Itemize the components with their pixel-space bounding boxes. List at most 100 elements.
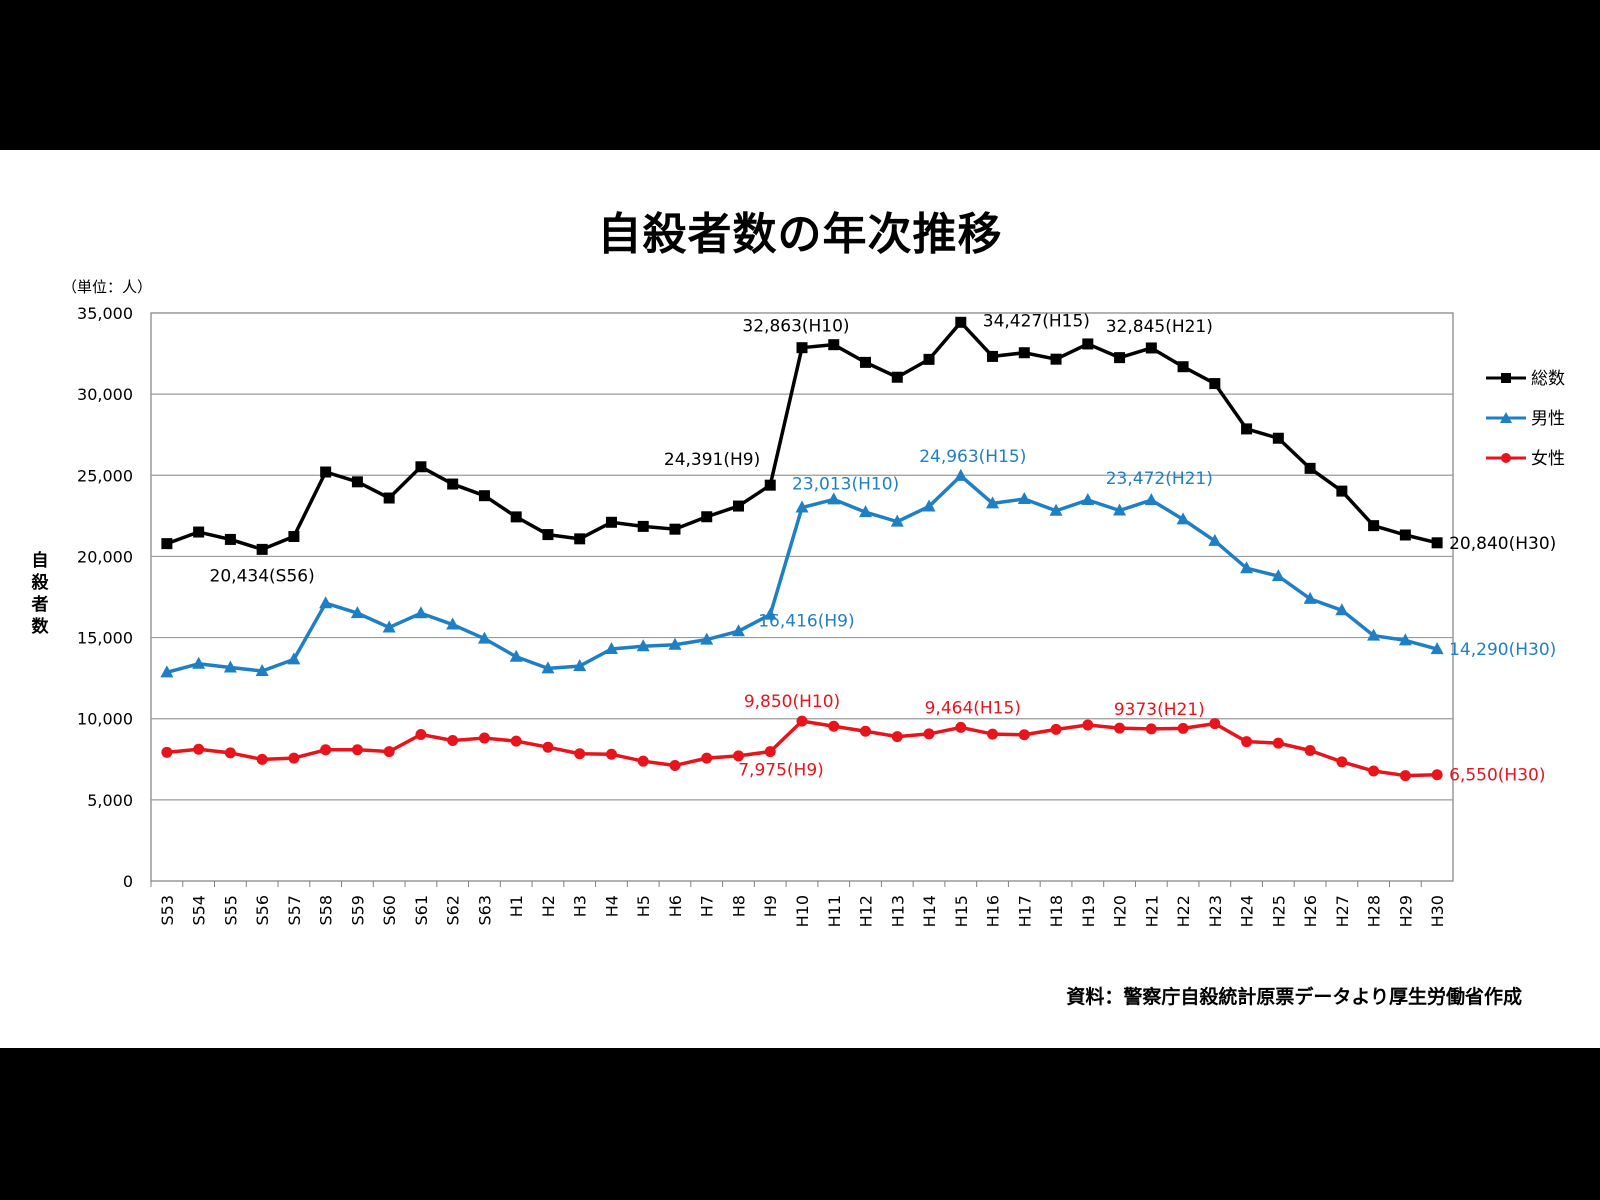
data-point <box>1114 722 1126 734</box>
series-女性: 7,975(H9) 9,850(H10) 9,464(H15) 9373(H21) 6,… <box>161 692 1545 786</box>
data-point <box>192 656 206 669</box>
data-point <box>224 533 236 545</box>
data-point <box>573 659 587 672</box>
x-tick-label: H13 <box>888 895 907 927</box>
data-point <box>795 500 809 513</box>
y-tick-label: 30,000 <box>77 385 133 404</box>
data-point <box>701 511 713 523</box>
x-tick-label: H1 <box>507 895 526 917</box>
source-note: 資料：警察庁自殺統計原票データより厚生労働省作成 <box>1066 986 1522 1008</box>
x-tick-label: H29 <box>1396 895 1415 927</box>
data-point <box>700 632 714 645</box>
data-point <box>510 511 522 523</box>
x-tick-label: H2 <box>539 895 558 917</box>
data-point <box>1081 492 1095 505</box>
data-point <box>320 744 332 756</box>
x-tick-label: H21 <box>1142 895 1161 927</box>
data-point <box>1082 338 1094 350</box>
data-point <box>1271 569 1285 582</box>
chart-title: 自殺者数の年次推移 <box>597 209 1003 260</box>
data-point <box>1303 591 1317 604</box>
series-男性: 16,416(H9) 23,013(H10) 24,963(H15) 23,472(H… <box>160 447 1556 678</box>
data-point <box>161 538 173 550</box>
x-tick-label: H7 <box>698 895 717 917</box>
data-point <box>636 639 650 652</box>
data-point <box>828 339 840 351</box>
data-point <box>415 461 427 473</box>
data-point <box>478 732 490 744</box>
data-point <box>414 606 428 619</box>
data-point <box>1049 503 1063 516</box>
data-point <box>986 496 1000 509</box>
data-point <box>1050 353 1062 365</box>
x-tick-label: H22 <box>1174 895 1193 927</box>
data-point <box>732 750 744 762</box>
data-point <box>320 466 332 478</box>
data-point <box>1272 432 1284 444</box>
data-point <box>669 523 681 535</box>
legend-label: 総数 <box>1531 369 1565 389</box>
data-point <box>288 752 300 764</box>
data-point <box>447 478 459 490</box>
data-point <box>605 748 617 760</box>
x-tick-label: S62 <box>444 895 463 926</box>
x-tick-label: S60 <box>380 895 399 926</box>
x-tick-label: S55 <box>221 895 240 926</box>
data-point <box>637 755 649 767</box>
x-tick-label: H28 <box>1365 895 1384 927</box>
data-point <box>287 652 301 665</box>
data-point <box>701 752 713 764</box>
x-tick-label: H24 <box>1238 895 1257 927</box>
legend-marker <box>1501 373 1511 383</box>
data-point <box>827 492 841 505</box>
x-tick-label: H23 <box>1206 895 1225 927</box>
line-chart: 0 5,000 10,000 15,000 20,000 25,000 30,000 35,0… <box>77 304 1565 927</box>
data-label: 20,434(S56) <box>210 566 315 586</box>
unit-label: （単位：人） <box>62 278 153 296</box>
legend-item: 総数 <box>1486 369 1565 389</box>
data-point <box>542 741 554 753</box>
x-tick-label: H25 <box>1269 895 1288 927</box>
data-label: 32,845(H21) <box>1106 317 1213 337</box>
data-point <box>1018 729 1030 741</box>
x-tick-label: H16 <box>984 895 1003 927</box>
data-point <box>1304 745 1316 757</box>
data-point <box>764 746 776 758</box>
data-point <box>668 637 682 650</box>
data-point <box>256 753 268 765</box>
x-tick-label: H11 <box>825 895 844 927</box>
x-tick-label: H30 <box>1428 895 1447 927</box>
data-point <box>509 649 523 662</box>
data-point <box>1430 642 1444 655</box>
data-label: 34,427(H15) <box>983 311 1090 331</box>
data-point <box>1018 347 1030 359</box>
data-point <box>1368 765 1380 777</box>
data-point <box>890 514 904 527</box>
data-point <box>193 526 205 538</box>
data-point <box>193 743 205 755</box>
data-point <box>1144 493 1158 506</box>
data-label: 20,840(H30) <box>1449 534 1556 554</box>
x-tick-label: S57 <box>285 895 304 926</box>
data-label: 24,391(H9) <box>664 450 760 470</box>
data-label: 9373(H21) <box>1114 700 1205 720</box>
data-point <box>510 735 522 747</box>
data-point <box>541 661 555 674</box>
data-point <box>1209 378 1221 390</box>
data-point <box>319 596 333 609</box>
data-label: 6,550(H30) <box>1449 766 1545 786</box>
x-tick-label: S58 <box>317 895 336 926</box>
data-point <box>1272 737 1284 749</box>
data-point <box>955 316 967 328</box>
data-point <box>1399 770 1411 782</box>
x-tick-label: H14 <box>920 895 939 927</box>
data-point <box>1399 529 1411 541</box>
data-point <box>224 747 236 759</box>
data-point <box>1145 342 1157 354</box>
data-label: 32,863(H10) <box>742 317 849 337</box>
x-tick-label: H15 <box>952 895 971 927</box>
x-tick-label: S54 <box>190 895 209 926</box>
x-tick-label: H27 <box>1333 895 1352 927</box>
data-point <box>1241 736 1253 748</box>
data-point <box>1335 603 1349 616</box>
